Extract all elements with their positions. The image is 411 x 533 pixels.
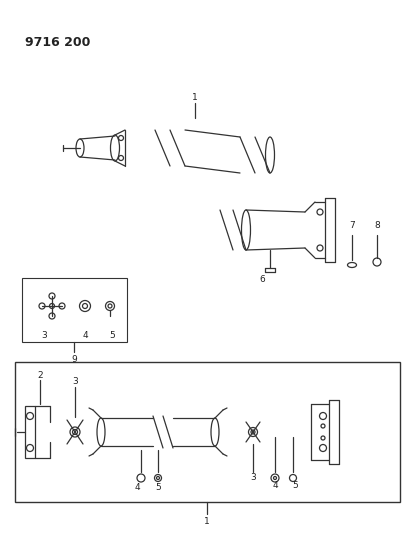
Text: 2: 2: [37, 370, 43, 379]
Text: 5: 5: [109, 332, 115, 341]
Text: 3: 3: [250, 473, 256, 482]
Text: 9: 9: [71, 354, 77, 364]
Text: 6: 6: [259, 276, 265, 285]
Bar: [25, 406, 35, 458]
Text: 4: 4: [272, 481, 278, 489]
Bar: [22, 278, 127, 342]
Text: 4: 4: [134, 483, 140, 492]
Text: 5: 5: [292, 481, 298, 489]
Text: 1: 1: [204, 518, 210, 527]
Text: 3: 3: [72, 376, 78, 385]
Text: 7: 7: [349, 221, 355, 230]
Text: 4: 4: [82, 332, 88, 341]
Text: 5: 5: [155, 483, 161, 492]
Text: 9716 200: 9716 200: [25, 36, 90, 49]
Text: 1: 1: [192, 93, 198, 102]
Text: 8: 8: [374, 221, 380, 230]
Text: 3: 3: [41, 332, 47, 341]
Bar: [15, 362, 400, 502]
